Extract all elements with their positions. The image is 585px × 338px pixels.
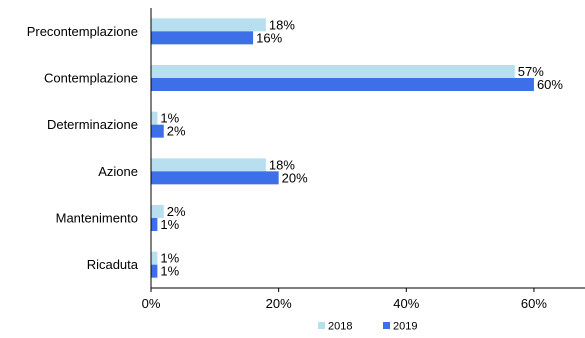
legend-swatch-2019: [383, 322, 390, 329]
legend-swatch-2018: [318, 322, 325, 329]
bar-2019: [151, 264, 158, 278]
bar-2019: [151, 218, 158, 231]
category-labels-group: Precontemplazione Contemplazione Determina…: [27, 24, 139, 272]
data-label-2019: 60%: [537, 77, 563, 92]
category-label: Precontemplazione: [27, 24, 138, 39]
x-tick-label: 60%: [521, 296, 547, 311]
bar-2018: [151, 158, 266, 172]
data-label-2019: 1%: [160, 217, 179, 232]
bar-2018: [151, 111, 158, 125]
data-label-2018: 18%: [269, 17, 295, 32]
category-label: Ricaduta: [87, 257, 139, 272]
data-label-2019: 1%: [160, 264, 179, 279]
data-label-2018: 57%: [518, 64, 544, 79]
data-label-2018: 1%: [160, 251, 179, 266]
data-label-2018: 1%: [160, 111, 179, 126]
bar-2018: [151, 205, 164, 218]
x-tick-label: 40%: [393, 296, 419, 311]
x-ticks-group: 0% 20% 40% 60%: [142, 288, 547, 311]
category-label: Azione: [98, 164, 138, 179]
category-label: Determinazione: [47, 117, 138, 132]
data-label-2019: 16%: [256, 30, 282, 45]
x-tick-label: 20%: [266, 296, 292, 311]
legend: 2018 2019: [318, 321, 417, 333]
bar-2018: [151, 65, 515, 78]
legend-label-2018: 2018: [328, 321, 352, 333]
bar-2019: [151, 78, 534, 91]
bar-2019: [151, 171, 279, 185]
category-label: Contemplazione: [44, 71, 138, 86]
bar-2018: [151, 251, 158, 265]
bar-2019: [151, 124, 164, 138]
category-label: Mantenimento: [56, 211, 138, 226]
legend-label-2019: 2019: [393, 321, 417, 333]
bars-group: [151, 18, 534, 278]
x-tick-label: 0%: [142, 296, 161, 311]
bar-2018: [151, 18, 266, 32]
data-labels-group: 18%16%57%60%1%2%18%20%2%1%1%1%: [160, 17, 563, 278]
bar-2019: [151, 31, 254, 45]
data-label-2019: 20%: [282, 170, 308, 185]
data-label-2018: 2%: [167, 204, 186, 219]
data-label-2019: 2%: [167, 124, 186, 139]
data-label-2018: 18%: [269, 157, 295, 172]
